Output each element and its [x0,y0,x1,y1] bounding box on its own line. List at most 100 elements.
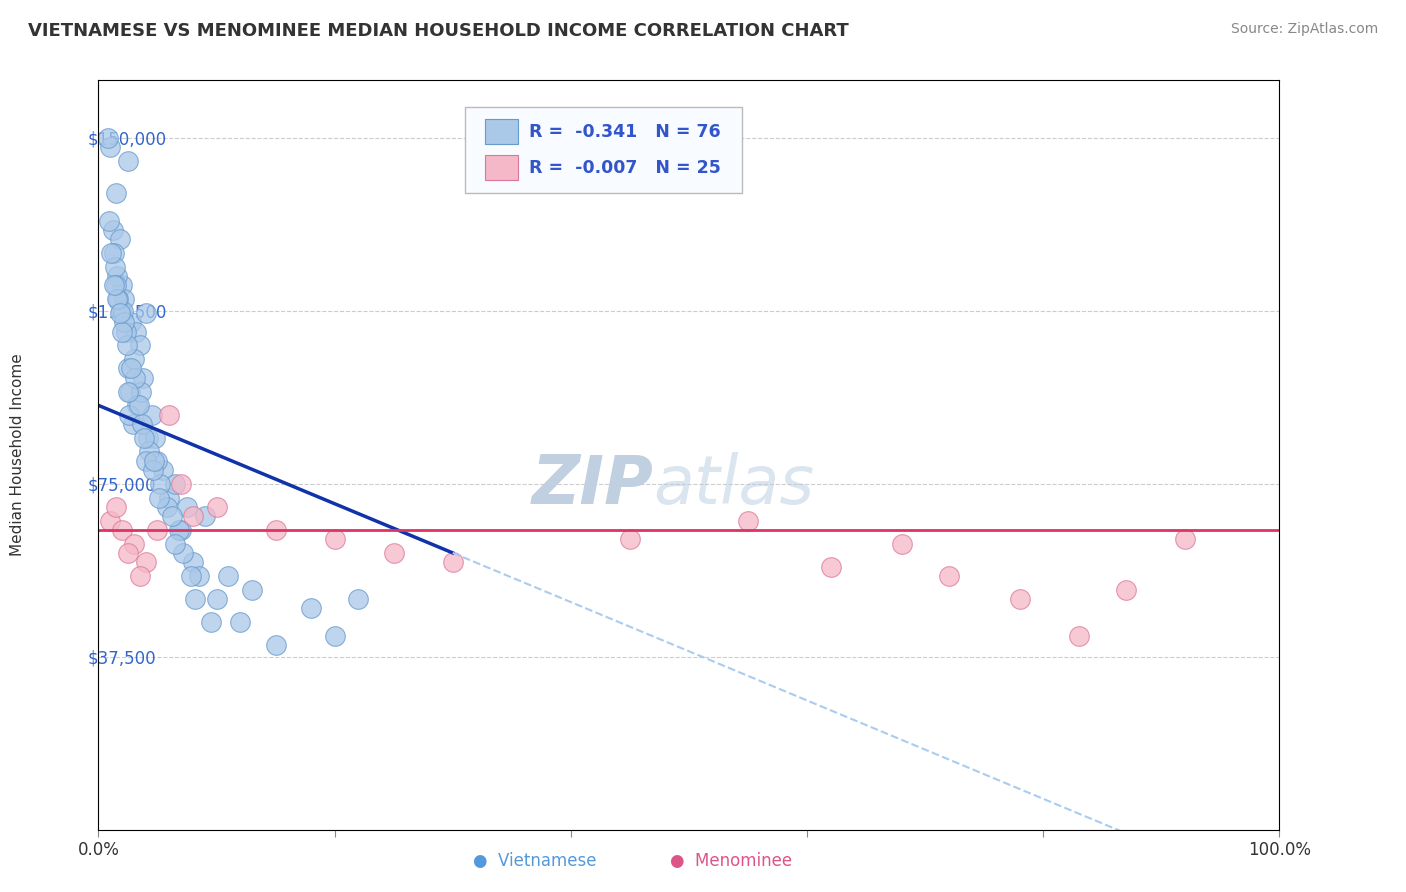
Menominee [111,523,134,537]
Vietnamese [103,246,125,260]
Vietnamese [152,463,174,477]
Vietnamese [184,592,207,607]
Vietnamese [117,361,139,376]
Vietnamese [105,269,128,284]
Menominee [264,523,287,537]
Menominee [1115,582,1137,597]
FancyBboxPatch shape [464,106,742,193]
Vietnamese [157,491,180,505]
Vietnamese [141,408,163,422]
Vietnamese [108,306,131,320]
Menominee [1174,532,1197,546]
Menominee [737,514,759,528]
Vietnamese [129,384,152,399]
Vietnamese [180,569,202,583]
Vietnamese [347,592,370,607]
Bar [485,120,517,144]
Vietnamese [122,352,145,367]
Menominee [323,532,346,546]
Vietnamese [229,615,252,629]
Vietnamese [97,131,120,145]
Menominee [382,546,405,560]
Vietnamese [148,491,170,505]
Vietnamese [98,140,121,154]
Vietnamese [112,293,135,307]
Vietnamese [181,555,204,569]
Vietnamese [117,384,139,399]
Vietnamese [115,338,138,352]
Vietnamese [240,582,263,597]
Vietnamese [131,417,153,431]
Vietnamese [172,546,194,560]
Menominee [820,559,842,574]
Menominee [105,500,128,514]
Vietnamese [98,214,121,228]
Menominee [619,532,641,546]
Vietnamese [176,500,198,514]
Vietnamese [121,361,143,376]
Vietnamese [125,325,148,339]
Vietnamese [143,431,166,445]
Menominee [170,476,193,491]
Vietnamese [111,325,134,339]
Text: R =  -0.007   N = 25: R = -0.007 N = 25 [530,159,721,177]
Text: R =  -0.341   N = 76: R = -0.341 N = 76 [530,122,721,141]
Vietnamese [134,431,156,445]
Menominee [157,408,180,422]
Vietnamese [138,444,160,458]
Vietnamese [323,629,346,643]
Text: ●  Menominee: ● Menominee [671,852,792,870]
Vietnamese [120,384,142,399]
Vietnamese [187,569,209,583]
Vietnamese [121,315,143,329]
Vietnamese [124,370,146,384]
Text: ●  Vietnamese: ● Vietnamese [472,852,596,870]
Vietnamese [142,453,165,467]
Text: VIETNAMESE VS MENOMINEE MEDIAN HOUSEHOLD INCOME CORRELATION CHART: VIETNAMESE VS MENOMINEE MEDIAN HOUSEHOLD… [28,22,849,40]
Vietnamese [205,592,228,607]
Vietnamese [108,232,131,246]
Vietnamese [127,398,149,412]
Vietnamese [200,615,222,629]
Menominee [205,500,228,514]
Vietnamese [136,431,159,445]
Menominee [181,508,204,523]
Text: atlas: atlas [654,452,814,518]
Vietnamese [103,278,125,293]
Vietnamese [107,293,129,307]
Vietnamese [132,370,155,384]
Vietnamese [105,278,128,293]
Vietnamese [121,417,143,431]
Vietnamese [264,638,287,652]
Menominee [441,555,464,569]
Vietnamese [112,303,135,318]
Vietnamese [117,153,139,168]
Vietnamese [128,338,150,352]
Vietnamese [142,463,165,477]
Bar [485,155,517,180]
Vietnamese [167,523,190,537]
Vietnamese [101,223,124,237]
Menominee [135,555,157,569]
Vietnamese [118,408,141,422]
Vietnamese [128,398,150,412]
Menominee [1008,592,1031,607]
Vietnamese [100,246,122,260]
Vietnamese [114,325,136,339]
Menominee [1067,629,1090,643]
Vietnamese [165,537,187,551]
Vietnamese [105,293,128,307]
Vietnamese [135,453,157,467]
Vietnamese [165,476,187,491]
Vietnamese [194,508,217,523]
Vietnamese [156,500,179,514]
Menominee [938,569,960,583]
Menominee [128,569,150,583]
Vietnamese [111,278,134,293]
Vietnamese [110,303,132,318]
Vietnamese [105,186,128,201]
Menominee [146,523,169,537]
Vietnamese [149,476,172,491]
Vietnamese [135,306,157,320]
Menominee [890,537,912,551]
